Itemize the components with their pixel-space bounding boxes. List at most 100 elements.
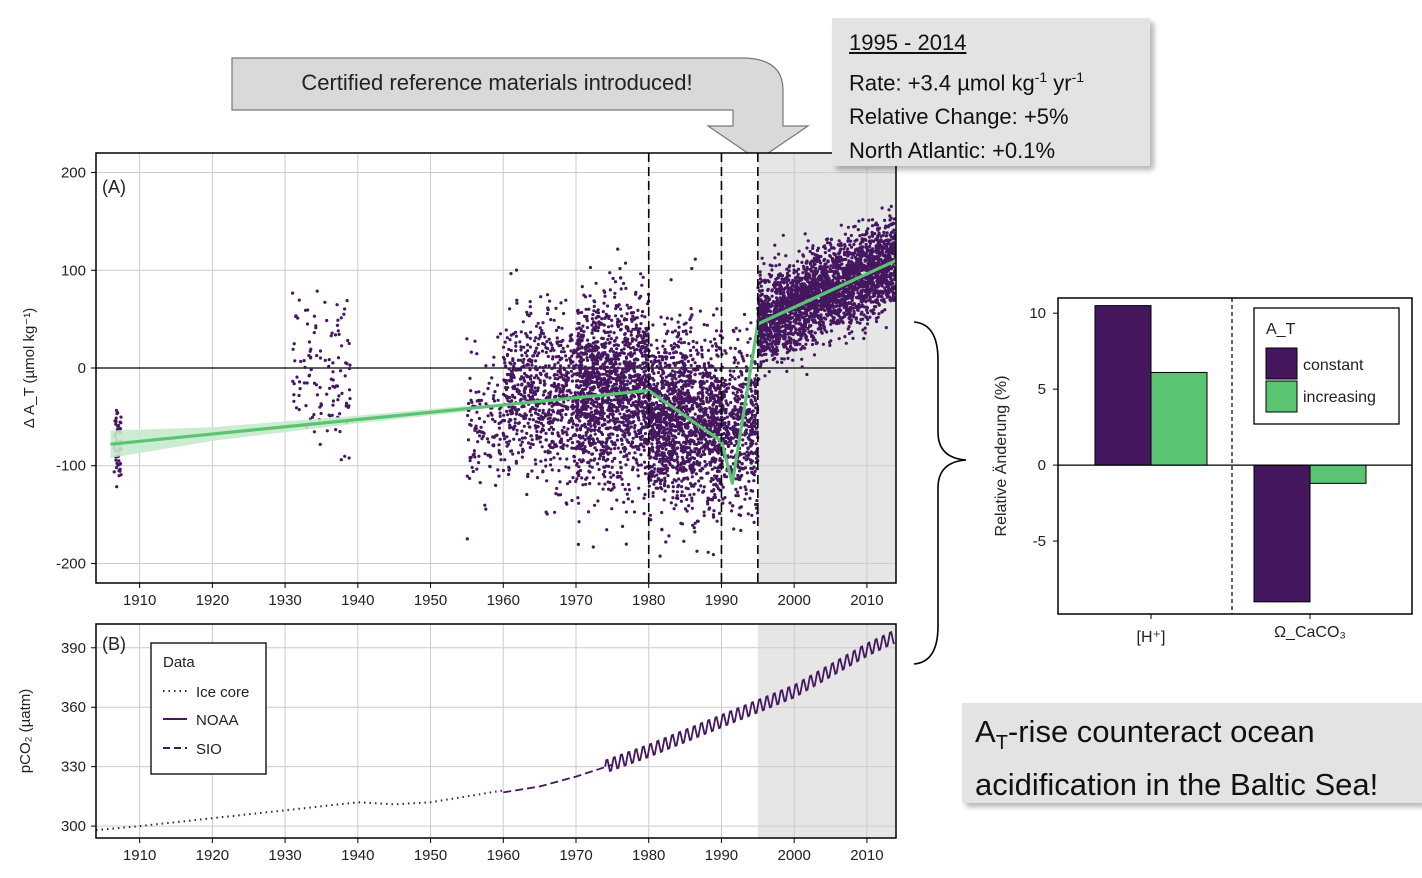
scatter-point [551,355,555,359]
scatter-point [705,499,710,504]
scatter-point [692,396,696,400]
scatter-point [591,413,596,417]
scatter-point [520,429,524,433]
scatter-point [624,286,628,290]
scatter-point [336,329,340,333]
scatter-point [576,308,580,312]
scatter-point [669,278,673,282]
scatter-point [534,324,539,328]
scatter-point [591,476,596,480]
scatter-point [548,463,553,467]
scatter-point [726,444,731,449]
scatter-point [695,429,699,434]
scatter-point [530,469,534,473]
scatter-point [502,345,506,349]
scatter-point [503,361,507,365]
scatter-point [554,388,559,392]
scatter-point [740,394,744,398]
scatter-point [726,386,731,390]
scatter-point [116,424,120,428]
scatter-point [518,340,522,344]
scatter-point [877,312,881,316]
scatter-point [689,370,693,374]
scatter-point [654,406,659,410]
scatter-point [517,438,522,442]
scatter-point [616,366,620,370]
scatter-point [850,245,854,249]
scatter-point [521,360,525,364]
scatter-point [576,440,580,444]
scatter-point [645,365,649,369]
scatter-point [643,332,647,336]
scatter-point [614,314,618,318]
scatter-point [685,476,689,480]
scatter-point [689,315,693,319]
scatter-point [735,390,739,394]
scatter-point [585,326,590,330]
scatter-point [718,347,722,351]
scatter-point [516,358,521,362]
scatter-point [549,413,553,417]
scatter-point [601,487,605,491]
scatter-point [573,391,577,395]
scatter-point [616,378,620,382]
scatter-point [883,308,887,312]
scatter-point [715,519,719,523]
scatter-point [497,451,501,455]
scatter-point [580,375,584,379]
scatter-point [591,313,595,317]
scatter-point [787,269,791,273]
scatter-point [570,379,575,383]
scatter-point [518,413,522,417]
scatter-point [538,365,542,369]
scatter-point [704,387,709,391]
scatter-point [640,340,644,345]
scatter-point [473,455,477,459]
scatter-point [631,465,635,470]
scatter-point [610,440,614,444]
scatter-point [539,459,543,463]
scatter-point [651,323,655,327]
scatter-point [312,331,316,335]
scatter-point [615,434,620,438]
scatter-point [724,435,729,439]
scatter-point [612,419,616,423]
scatter-point [475,399,479,403]
scatter-point [582,447,587,451]
scatter-point [619,348,624,352]
scatter-point [696,351,700,355]
scatter-point [633,351,637,355]
scatter-point [657,351,661,355]
scatter-point [751,403,755,407]
scatter-point [543,335,547,339]
scatter-point [716,384,720,388]
scatter-point [711,442,715,446]
scatter-point [753,385,758,389]
scatter-point [627,451,631,455]
scatter-point [526,382,531,386]
scatter-point [640,336,644,340]
scatter-point [528,345,533,349]
scatter-point [604,369,609,373]
scatter-point [576,321,580,325]
scatter-point [592,304,596,308]
scatter-point [624,419,629,423]
scatter-point [624,383,628,387]
scatter-point [680,392,684,396]
scatter-point [643,353,647,357]
scatter-point [580,285,584,289]
scatter-point [584,449,588,453]
scatter-point [639,453,643,457]
scatter-point [633,451,637,455]
scatter-point [708,416,712,420]
scatter-point [738,388,743,392]
scatter-point [604,372,608,376]
scatter-point [707,419,711,423]
scatter-point [540,445,544,449]
scatter-point [674,479,678,483]
scatter-point [510,399,514,403]
scatter-point [606,415,611,419]
scatter-point [600,322,604,326]
scatter-point [636,331,641,335]
scatter-point [606,330,610,334]
